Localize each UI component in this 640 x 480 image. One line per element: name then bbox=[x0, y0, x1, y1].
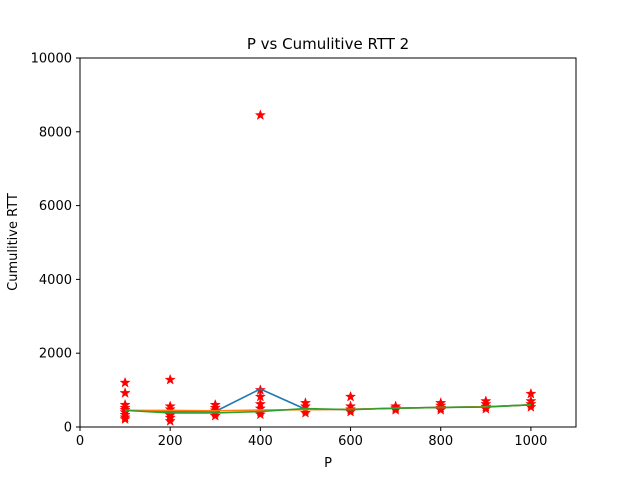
y-axis-label: Cumulitive RTT bbox=[6, 193, 21, 291]
scatter-point bbox=[164, 415, 176, 426]
chart-title: P vs Cumulitive RTT 2 bbox=[247, 35, 409, 53]
y-tick-label: 6000 bbox=[39, 199, 72, 214]
scatter-point bbox=[164, 373, 176, 385]
y-tick-label: 2000 bbox=[39, 347, 72, 362]
scatter-point bbox=[389, 404, 402, 415]
scatter-point bbox=[344, 390, 357, 402]
x-tick-label: 800 bbox=[428, 434, 453, 449]
scatter-point bbox=[119, 376, 131, 388]
plot-area bbox=[119, 109, 537, 426]
x-tick-label: 400 bbox=[248, 434, 273, 449]
series-line-3 bbox=[125, 404, 531, 414]
scatter-point bbox=[119, 387, 131, 398]
x-tick-label: 200 bbox=[158, 434, 183, 449]
x-axis-label: P bbox=[324, 456, 332, 471]
y-tick-label: 8000 bbox=[39, 125, 72, 140]
scatter-point bbox=[299, 407, 312, 418]
series-line-1 bbox=[125, 388, 531, 413]
scatter-point bbox=[435, 404, 447, 415]
y-tick-label: 10000 bbox=[31, 52, 72, 67]
x-tick-label: 600 bbox=[338, 434, 363, 449]
scatter-point bbox=[254, 408, 267, 420]
axes-frame bbox=[79, 57, 577, 428]
y-tick-label: 0 bbox=[64, 421, 72, 436]
scatter-point bbox=[254, 109, 267, 121]
scatter-point bbox=[209, 409, 221, 421]
y-tick-label: 4000 bbox=[39, 273, 72, 288]
x-tick-label: 1000 bbox=[514, 434, 547, 449]
x-tick-label: 0 bbox=[76, 434, 84, 449]
scatter-point bbox=[119, 413, 131, 425]
